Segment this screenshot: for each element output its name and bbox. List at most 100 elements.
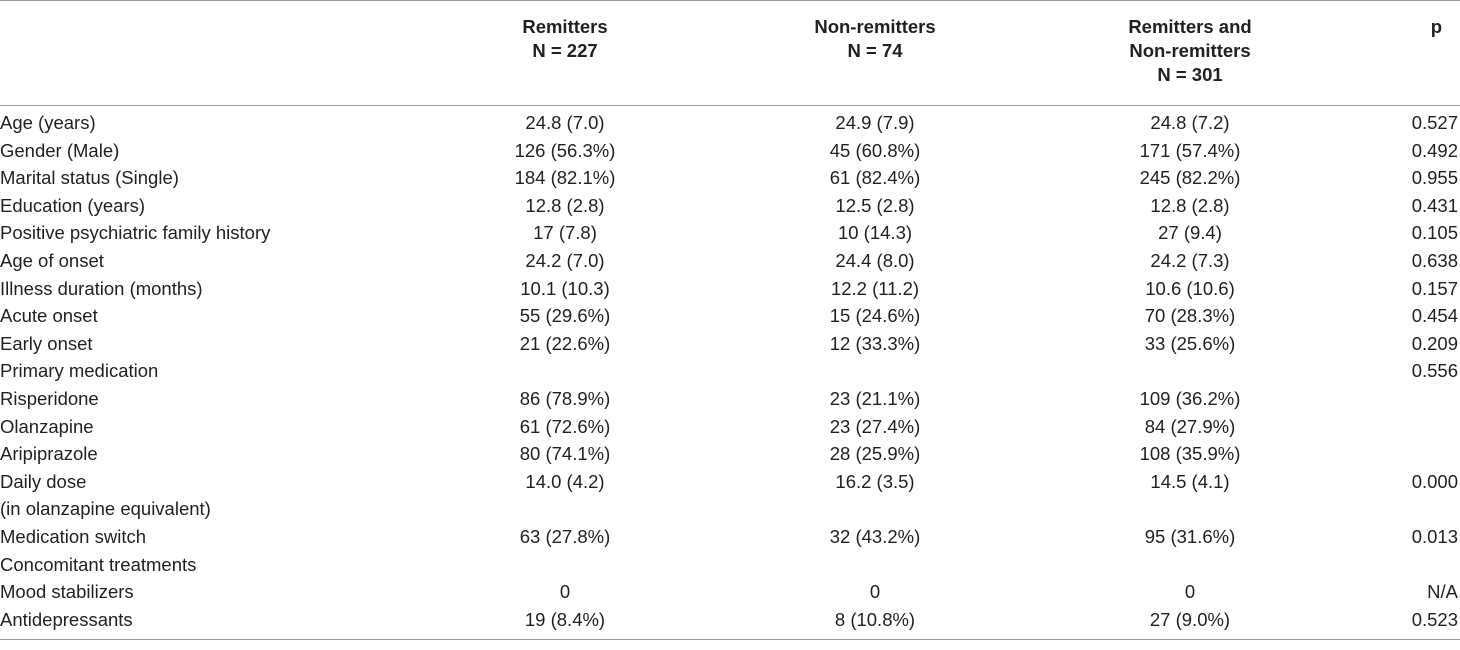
cell-p-value: 0.556 <box>1411 360 1458 382</box>
cell-combined: 24.2 (7.3) <box>1150 249 1230 271</box>
cell-nonremitters: 32 (43.2%) <box>829 525 921 547</box>
cell-nonremitters: 24.4 (8.0) <box>835 249 915 271</box>
cell-remitters: 19 (8.4%) <box>524 608 606 630</box>
table-row: Olanzapine 61 (72.6%) 23 (27.4%) 84 (27.9%) <box>0 413 1460 441</box>
cell-remitters: 126 (56.3%) <box>514 139 616 161</box>
cell-nonremitters <box>720 495 1030 523</box>
cell-p-value: 0.209 <box>1411 332 1458 354</box>
row-label: Illness duration (months) <box>0 277 203 299</box>
cell-p-value: 0.431 <box>1411 194 1458 216</box>
cell-combined: 14.5 (4.1) <box>1150 470 1230 492</box>
row-label: Gender (Male) <box>0 139 120 161</box>
cell-p-value: 0.527 <box>1411 112 1458 133</box>
cell-p-value: 0.454 <box>1411 305 1458 327</box>
row-label: Antidepressants <box>0 608 133 630</box>
cell-remitters <box>410 551 720 579</box>
cell-nonremitters: 45 (60.8%) <box>829 139 921 161</box>
cell-p-value: 0.638 <box>1411 249 1458 271</box>
header-remitters: Remitters N = 227 <box>410 1 720 106</box>
cell-remitters: 63 (27.8%) <box>519 525 611 547</box>
cell-nonremitters <box>720 551 1030 579</box>
row-label: Acute onset <box>0 305 98 327</box>
cell-p-value: 0.105 <box>1411 222 1458 244</box>
cell-p-value: 0.955 <box>1411 167 1458 189</box>
row-label: (in olanzapine equivalent) <box>0 498 211 520</box>
cell-p-value: 0.013 <box>1411 525 1458 547</box>
cell-remitters: 24.8 (7.0) <box>525 112 605 133</box>
cell-remitters: 61 (72.6%) <box>519 415 611 437</box>
table-row: Mood stabilizers 0 0 0 N/A <box>0 578 1460 606</box>
cell-combined <box>1030 357 1350 385</box>
row-label: Marital status (Single) <box>0 167 179 189</box>
header-nonremitters-line: Non-remitters <box>814 16 936 37</box>
cell-p-value: 0.523 <box>1411 608 1458 630</box>
cell-remitters: 24.2 (7.0) <box>525 249 605 271</box>
table-row: Risperidone 86 (78.9%) 23 (21.1%) 109 (36.2… <box>0 385 1460 413</box>
header-nonremitters: Non-remitters N = 74 <box>720 1 1030 106</box>
row-label: Risperidone <box>0 387 99 409</box>
table-row: Daily dose 14.0 (4.2) 16.2 (3.5) 14.5 (4.1)… <box>0 468 1460 496</box>
cell-nonremitters: 12.2 (11.2) <box>830 277 920 299</box>
cell-nonremitters: 24.9 (7.9) <box>835 112 915 133</box>
cell-p-value: 0.157 <box>1411 277 1458 299</box>
cell-p-value <box>1350 440 1460 468</box>
cell-p-value: N/A <box>1427 581 1458 603</box>
row-label: Mood stabilizers <box>0 581 134 603</box>
row-label: Olanzapine <box>0 415 94 437</box>
table-row: Age of onset 24.2 (7.0) 24.4 (8.0) 24.2 (7.… <box>0 247 1460 275</box>
table-header: Remitters N = 227 Non-remitters N = 74 R… <box>0 0 1460 106</box>
row-label: Positive psychiatric family history <box>0 222 271 244</box>
header-combined-n: N = 301 <box>1157 64 1223 85</box>
cell-remitters: 86 (78.9%) <box>519 387 611 409</box>
header-row: Remitters N = 227 Non-remitters N = 74 R… <box>0 0 1460 106</box>
table-row: Concomitant treatments <box>0 551 1460 579</box>
cell-combined: 27 (9.4) <box>1158 222 1222 244</box>
row-label: Age (years) <box>0 112 96 133</box>
cell-nonremitters: 61 (82.4%) <box>829 167 921 189</box>
header-label-column <box>0 1 410 106</box>
cell-p-value <box>1350 413 1460 441</box>
cell-combined: 33 (25.6%) <box>1144 332 1236 354</box>
cell-combined: 84 (27.9%) <box>1144 415 1236 437</box>
cell-combined: 10.6 (10.6) <box>1145 277 1235 299</box>
header-nonremitters-n: N = 74 <box>847 40 903 61</box>
cell-p-value <box>1350 495 1460 523</box>
cell-p-value: 0.492 <box>1411 139 1458 161</box>
table-row: Age (years) 24.8 (7.0) 24.9 (7.9) 24.8 (7.2… <box>0 106 1460 137</box>
header-combined-line1: Remitters and <box>1128 16 1252 37</box>
table-row: Marital status (Single) 184 (82.1%) 61 (82… <box>0 164 1460 192</box>
cell-p-value: 0.000 <box>1411 470 1458 492</box>
table-row: Early onset 21 (22.6%) 12 (33.3%) 33 (25.6%… <box>0 330 1460 358</box>
cell-nonremitters: 10 (14.3) <box>837 222 913 244</box>
cell-combined: 70 (28.3%) <box>1144 305 1236 327</box>
cell-nonremitters: 12.5 (2.8) <box>835 194 915 216</box>
row-label: Early onset <box>0 332 93 354</box>
table-row: Primary medication 0.556 <box>0 357 1460 385</box>
row-label: Age of onset <box>0 249 104 271</box>
table-body: Age (years) 24.8 (7.0) 24.9 (7.9) 24.8 (7.2… <box>0 106 1460 640</box>
table-row: Medication switch 63 (27.8%) 32 (43.2%) 95 … <box>0 523 1460 551</box>
table-row: Acute onset 55 (29.6%) 15 (24.6%) 70 (28.3%… <box>0 302 1460 330</box>
cell-combined: 171 (57.4%) <box>1139 139 1241 161</box>
cell-remitters: 14.0 (4.2) <box>525 470 605 492</box>
cell-p-value <box>1350 551 1460 579</box>
table-row: Education (years) 12.8 (2.8) 12.5 (2.8) 12.… <box>0 192 1460 220</box>
cell-p-value <box>1350 385 1460 413</box>
table-row: Positive psychiatric family history 17 (7… <box>0 219 1460 247</box>
cell-combined: 24.8 (7.2) <box>1150 112 1230 133</box>
cell-combined: 0 <box>1184 581 1196 603</box>
cell-remitters: 17 (7.8) <box>533 222 597 244</box>
cell-nonremitters: 0 <box>869 581 881 603</box>
cell-remitters: 10.1 (10.3) <box>520 277 610 299</box>
row-label: Aripiprazole <box>0 443 98 465</box>
cell-remitters: 12.8 (2.8) <box>525 194 605 216</box>
cell-remitters: 55 (29.6%) <box>519 305 611 327</box>
row-label: Primary medication <box>0 360 159 382</box>
row-label: Medication switch <box>0 525 147 547</box>
cell-nonremitters: 8 (10.8%) <box>834 608 916 630</box>
header-combined-line2: Non-remitters <box>1129 40 1251 61</box>
cell-nonremitters <box>720 357 1030 385</box>
table-row: (in olanzapine equivalent) <box>0 495 1460 523</box>
cell-remitters: 21 (22.6%) <box>519 332 611 354</box>
